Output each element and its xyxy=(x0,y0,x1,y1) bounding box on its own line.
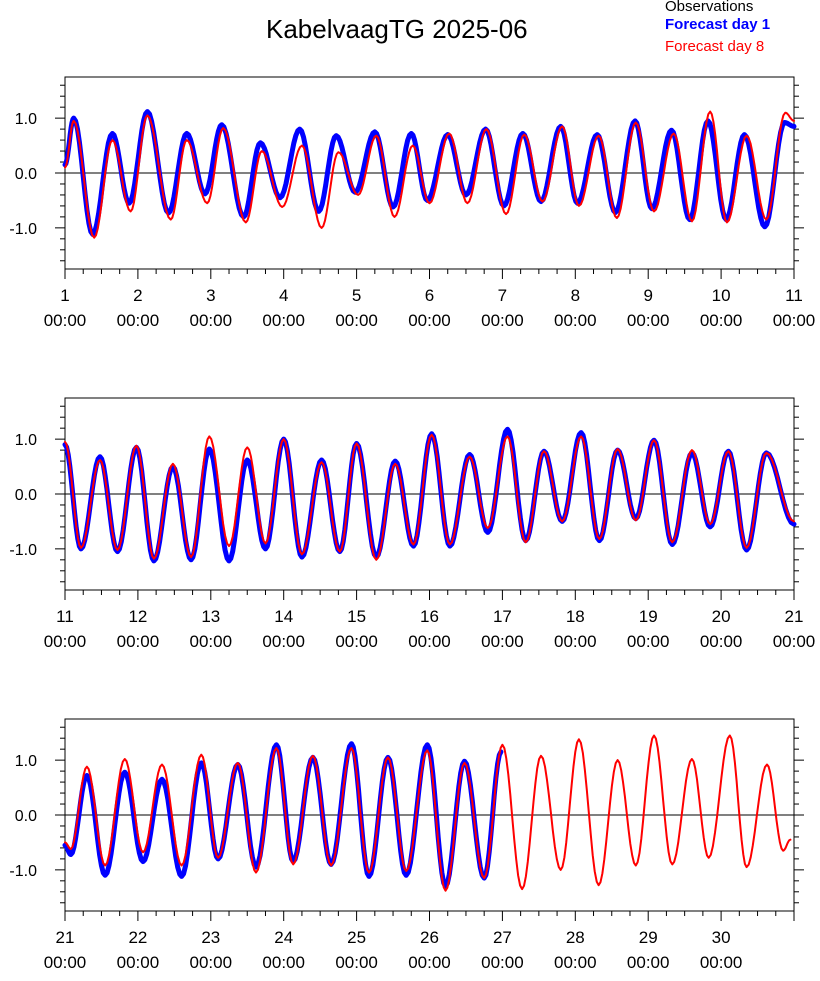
x-tick-time-label: 00:00 xyxy=(117,953,160,972)
x-tick-time-label: 00:00 xyxy=(700,311,743,330)
legend-forecast-day-1: Forecast day 1 xyxy=(665,16,771,33)
series-forecast-day-8 xyxy=(64,433,795,561)
x-tick-day-label: 11 xyxy=(56,607,74,626)
series-forecast-day-1 xyxy=(62,741,504,889)
x-tick-day-label: 1 xyxy=(60,286,69,305)
x-tick-day-label: 25 xyxy=(347,928,366,947)
x-tick-time-label: 00:00 xyxy=(335,953,378,972)
x-tick-time-label: 00:00 xyxy=(481,632,524,651)
x-tick-time-label: 00:00 xyxy=(773,311,816,330)
x-tick-day-label: 24 xyxy=(274,928,293,947)
x-tick-day-label: 26 xyxy=(420,928,439,947)
x-tick-time-label: 00:00 xyxy=(481,311,524,330)
x-tick-day-label: 30 xyxy=(712,928,731,947)
x-tick-day-label: 2 xyxy=(133,286,142,305)
x-tick-time-label: 00:00 xyxy=(481,953,524,972)
y-tick-label: -1.0 xyxy=(9,863,37,880)
x-tick-time-label: 00:00 xyxy=(335,632,378,651)
x-tick-day-label: 5 xyxy=(352,286,361,305)
x-tick-time-label: 00:00 xyxy=(335,311,378,330)
x-tick-time-label: 00:00 xyxy=(408,953,451,972)
x-tick-time-label: 00:00 xyxy=(44,953,87,972)
legend-observations: Observations xyxy=(665,0,754,15)
x-tick-time-label: 00:00 xyxy=(627,311,670,330)
x-tick-day-label: 22 xyxy=(128,928,147,947)
x-tick-day-label: 15 xyxy=(347,607,366,626)
x-tick-day-label: 27 xyxy=(493,928,512,947)
x-tick-time-label: 00:00 xyxy=(700,953,743,972)
y-tick-label: 1.0 xyxy=(15,111,37,128)
x-tick-time-label: 00:00 xyxy=(190,953,233,972)
x-tick-day-label: 23 xyxy=(201,928,220,947)
x-tick-day-label: 8 xyxy=(571,286,580,305)
x-tick-time-label: 00:00 xyxy=(117,311,160,330)
x-tick-day-label: 14 xyxy=(274,607,293,626)
x-tick-time-label: 00:00 xyxy=(262,311,305,330)
y-tick-label: 1.0 xyxy=(15,432,37,449)
x-tick-day-label: 18 xyxy=(566,607,585,626)
y-tick-label: -1.0 xyxy=(9,542,37,559)
y-tick-label: 0.0 xyxy=(15,808,37,825)
x-tick-day-label: 3 xyxy=(206,286,215,305)
x-tick-time-label: 00:00 xyxy=(700,632,743,651)
x-tick-day-label: 7 xyxy=(498,286,507,305)
x-tick-day-label: 12 xyxy=(128,607,147,626)
legend-forecast-day-8: Forecast day 8 xyxy=(665,38,765,55)
x-tick-time-label: 00:00 xyxy=(190,632,233,651)
x-tick-time-label: 00:00 xyxy=(627,632,670,651)
x-tick-day-label: 21 xyxy=(56,928,75,947)
x-tick-time-label: 00:00 xyxy=(190,311,233,330)
x-tick-day-label: 11 xyxy=(785,286,803,305)
series-forecast-day-8 xyxy=(64,734,792,892)
x-tick-time-label: 00:00 xyxy=(773,632,816,651)
x-tick-time-label: 00:00 xyxy=(554,953,597,972)
x-tick-time-label: 00:00 xyxy=(262,953,305,972)
x-tick-day-label: 6 xyxy=(425,286,434,305)
x-tick-day-label: 20 xyxy=(712,607,731,626)
x-tick-day-label: 28 xyxy=(566,928,585,947)
x-tick-day-label: 19 xyxy=(639,607,658,626)
series-forecast-day-1 xyxy=(62,426,797,564)
chart-title: KabelvaagTG 2025-06 xyxy=(266,14,528,44)
x-tick-time-label: 00:00 xyxy=(408,311,451,330)
x-tick-time-label: 00:00 xyxy=(44,632,87,651)
x-tick-day-label: 16 xyxy=(420,607,439,626)
x-tick-time-label: 00:00 xyxy=(627,953,670,972)
x-tick-time-label: 00:00 xyxy=(408,632,451,651)
x-tick-day-label: 13 xyxy=(201,607,220,626)
x-tick-day-label: 29 xyxy=(639,928,658,947)
y-tick-label: 0.0 xyxy=(15,487,37,504)
y-tick-label: 1.0 xyxy=(15,753,37,770)
series-forecast-day-8 xyxy=(64,110,795,239)
x-tick-time-label: 00:00 xyxy=(117,632,160,651)
x-tick-day-label: 4 xyxy=(279,286,288,305)
x-tick-time-label: 00:00 xyxy=(554,311,597,330)
x-tick-day-label: 9 xyxy=(643,286,652,305)
x-tick-day-label: 21 xyxy=(785,607,804,626)
x-tick-day-label: 10 xyxy=(712,286,731,305)
x-tick-time-label: 00:00 xyxy=(262,632,305,651)
x-tick-day-label: 17 xyxy=(493,607,512,626)
x-tick-time-label: 00:00 xyxy=(554,632,597,651)
y-tick-label: 0.0 xyxy=(15,166,37,183)
y-tick-label: -1.0 xyxy=(9,221,37,238)
x-tick-time-label: 00:00 xyxy=(44,311,87,330)
